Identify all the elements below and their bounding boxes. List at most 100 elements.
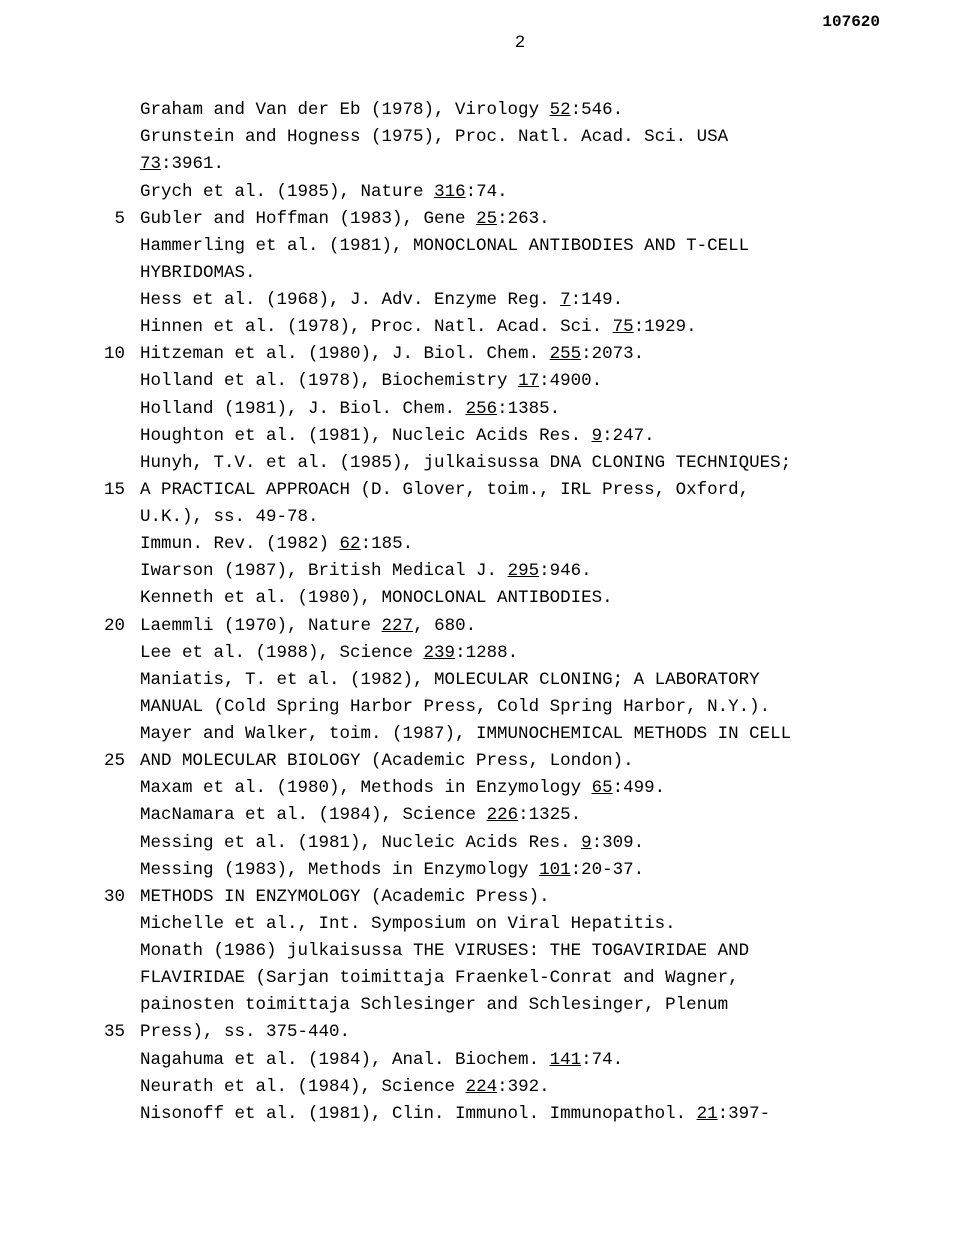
reference-text: :499. xyxy=(613,778,666,798)
reference-text: AND MOLECULAR BIOLOGY (Academic Press, L… xyxy=(140,751,634,771)
reference-text: :946. xyxy=(539,561,592,581)
reference-line: Holland (1981), J. Biol. Chem. 256:1385. xyxy=(140,396,900,423)
reference-text: Holland et al. (1978), Biochemistry xyxy=(140,371,518,391)
reference-text: Nisonoff et al. (1981), Clin. Immunol. I… xyxy=(140,1104,697,1124)
reference-text: MANUAL (Cold Spring Harbor Press, Cold S… xyxy=(140,697,770,717)
reference-volume: 65 xyxy=(592,778,613,798)
reference-text: Michelle et al., Int. Symposium on Viral… xyxy=(140,914,676,934)
reference-text: :74. xyxy=(581,1050,623,1070)
line-number-marker: 5 xyxy=(85,206,125,233)
reference-text: Press), ss. 375-440. xyxy=(140,1022,350,1042)
reference-text: :546. xyxy=(571,100,624,120)
reference-line: Mayer and Walker, toim. (1987), IMMUNOCH… xyxy=(140,721,900,748)
reference-line: Hammerling et al. (1981), MONOCLONAL ANT… xyxy=(140,233,900,260)
line-number-marker: 20 xyxy=(85,613,125,640)
line-number-marker: 10 xyxy=(85,341,125,368)
reference-text: Hess et al. (1968), J. Adv. Enzyme Reg. xyxy=(140,290,560,310)
line-number-marker: 25 xyxy=(85,748,125,775)
reference-text: Messing et al. (1981), Nucleic Acids Res… xyxy=(140,833,581,853)
reference-volume: 21 xyxy=(697,1104,718,1124)
reference-text: Grunstein and Hogness (1975), Proc. Natl… xyxy=(140,127,728,147)
reference-text: Holland (1981), J. Biol. Chem. xyxy=(140,399,466,419)
reference-line: 35Press), ss. 375-440. xyxy=(140,1019,900,1046)
reference-text: :247. xyxy=(602,426,655,446)
reference-text: :3961. xyxy=(161,154,224,174)
reference-volume: 25 xyxy=(476,209,497,229)
reference-text: A PRACTICAL APPROACH (D. Glover, toim., … xyxy=(140,480,749,500)
reference-line: 10Hitzeman et al. (1980), J. Biol. Chem.… xyxy=(140,341,900,368)
reference-volume: 73 xyxy=(140,154,161,174)
reference-line: 30METHODS IN ENZYMOLOGY (Academic Press)… xyxy=(140,884,900,911)
reference-text: Maxam et al. (1980), Methods in Enzymolo… xyxy=(140,778,592,798)
reference-line: Houghton et al. (1981), Nucleic Acids Re… xyxy=(140,423,900,450)
reference-text: Kenneth et al. (1980), MONOCLONAL ANTIBO… xyxy=(140,588,613,608)
reference-line: U.K.), ss. 49-78. xyxy=(140,504,900,531)
reference-text: Graham and Van der Eb (1978), Virology xyxy=(140,100,550,120)
reference-line: MacNamara et al. (1984), Science 226:132… xyxy=(140,802,900,829)
reference-text: :149. xyxy=(571,290,624,310)
reference-text: Neurath et al. (1984), Science xyxy=(140,1077,466,1097)
reference-text: Mayer and Walker, toim. (1987), IMMUNOCH… xyxy=(140,724,791,744)
reference-line: 73:3961. xyxy=(140,151,900,178)
reference-text: :1325. xyxy=(518,805,581,825)
line-number-marker: 30 xyxy=(85,884,125,911)
reference-line: MANUAL (Cold Spring Harbor Press, Cold S… xyxy=(140,694,900,721)
reference-text: , 680. xyxy=(413,616,476,636)
reference-text: Grych et al. (1985), Nature xyxy=(140,182,434,202)
reference-text: :74. xyxy=(466,182,508,202)
reference-text: Lee et al. (1988), Science xyxy=(140,643,424,663)
reference-volume: 295 xyxy=(508,561,540,581)
reference-text: Hunyh, T.V. et al. (1985), julkaisussa D… xyxy=(140,453,791,473)
reference-line: Hess et al. (1968), J. Adv. Enzyme Reg. … xyxy=(140,287,900,314)
reference-text: U.K.), ss. 49-78. xyxy=(140,507,319,527)
reference-text: Immun. Rev. (1982) xyxy=(140,534,340,554)
reference-text: HYBRIDOMAS. xyxy=(140,263,256,283)
reference-line: Grych et al. (1985), Nature 316:74. xyxy=(140,179,900,206)
reference-volume: 9 xyxy=(592,426,603,446)
reference-volume: 101 xyxy=(539,860,571,880)
reference-volume: 62 xyxy=(340,534,361,554)
reference-line: 15A PRACTICAL APPROACH (D. Glover, toim.… xyxy=(140,477,900,504)
reference-volume: 226 xyxy=(487,805,519,825)
reference-text: Hitzeman et al. (1980), J. Biol. Chem. xyxy=(140,344,550,364)
document-number: 107620 xyxy=(822,10,880,35)
reference-text: :397- xyxy=(718,1104,771,1124)
reference-volume: 7 xyxy=(560,290,571,310)
reference-volume: 255 xyxy=(550,344,582,364)
reference-line: 5Gubler and Hoffman (1983), Gene 25:263. xyxy=(140,206,900,233)
reference-line: Maniatis, T. et al. (1982), MOLECULAR CL… xyxy=(140,667,900,694)
reference-line: Immun. Rev. (1982) 62:185. xyxy=(140,531,900,558)
reference-text: Hammerling et al. (1981), MONOCLONAL ANT… xyxy=(140,236,749,256)
reference-text: Gubler and Hoffman (1983), Gene xyxy=(140,209,476,229)
reference-line: Hinnen et al. (1978), Proc. Natl. Acad. … xyxy=(140,314,900,341)
reference-text: :392. xyxy=(497,1077,550,1097)
reference-text: :20-37. xyxy=(571,860,645,880)
reference-text: :263. xyxy=(497,209,550,229)
reference-line: Nisonoff et al. (1981), Clin. Immunol. I… xyxy=(140,1101,900,1128)
reference-volume: 239 xyxy=(424,643,456,663)
reference-line: 25AND MOLECULAR BIOLOGY (Academic Press,… xyxy=(140,748,900,775)
reference-volume: 256 xyxy=(466,399,498,419)
reference-text: :1385. xyxy=(497,399,560,419)
reference-text: :2073. xyxy=(581,344,644,364)
reference-volume: 227 xyxy=(382,616,414,636)
reference-text: Nagahuma et al. (1984), Anal. Biochem. xyxy=(140,1050,550,1070)
page-number: 2 xyxy=(140,30,900,57)
reference-volume: 141 xyxy=(550,1050,582,1070)
reference-line: Messing (1983), Methods in Enzymology 10… xyxy=(140,857,900,884)
reference-line: Michelle et al., Int. Symposium on Viral… xyxy=(140,911,900,938)
reference-line: Grunstein and Hogness (1975), Proc. Natl… xyxy=(140,124,900,151)
reference-line: Hunyh, T.V. et al. (1985), julkaisussa D… xyxy=(140,450,900,477)
reference-line: Neurath et al. (1984), Science 224:392. xyxy=(140,1074,900,1101)
reference-volume: 75 xyxy=(613,317,634,337)
reference-volume: 224 xyxy=(466,1077,498,1097)
reference-text: :1288. xyxy=(455,643,518,663)
reference-text: Iwarson (1987), British Medical J. xyxy=(140,561,508,581)
reference-line: 20Laemmli (1970), Nature 227, 680. xyxy=(140,613,900,640)
reference-line: Lee et al. (1988), Science 239:1288. xyxy=(140,640,900,667)
reference-line: HYBRIDOMAS. xyxy=(140,260,900,287)
reference-text: Messing (1983), Methods in Enzymology xyxy=(140,860,539,880)
line-number-marker: 15 xyxy=(85,477,125,504)
reference-text: Houghton et al. (1981), Nucleic Acids Re… xyxy=(140,426,592,446)
reference-line: Graham and Van der Eb (1978), Virology 5… xyxy=(140,97,900,124)
